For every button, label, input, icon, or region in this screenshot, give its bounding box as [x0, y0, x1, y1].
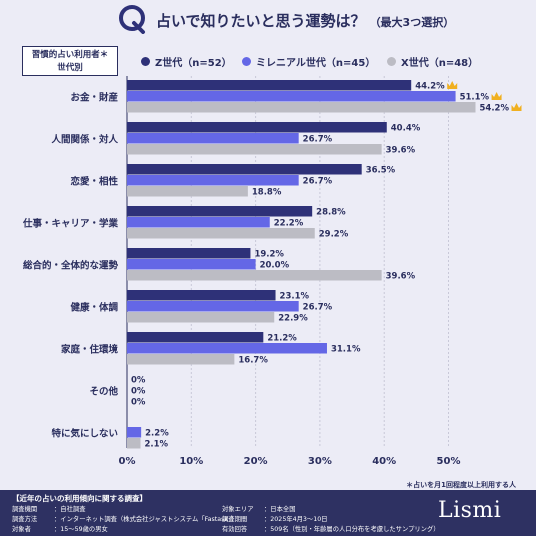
category-label: 人間関係・対人 [51, 134, 118, 146]
bar [127, 290, 276, 301]
bar-value-label: 23.1% [280, 292, 310, 302]
bar [127, 228, 315, 239]
bar [127, 144, 382, 155]
bar-value-label: 26.7% [303, 177, 333, 187]
category-label: 恋愛・相性 [70, 176, 118, 188]
category-label: 特に気にしない [51, 428, 118, 440]
bar-value-label: 18.8% [252, 188, 282, 198]
header: 占いで知りたいと思う運勢は？ （最大3つ選択） [0, 0, 536, 40]
bar [127, 312, 275, 323]
bar [127, 259, 256, 270]
bar [127, 438, 141, 449]
bar-value-label: 0% [131, 398, 146, 408]
respondent-label-box: 習慣的占い利用者＊ 世代別 [22, 46, 118, 76]
crown-icon [511, 103, 522, 111]
footer-row: 調査機関 ：自社調査 [12, 506, 86, 513]
bar [127, 217, 270, 228]
respondent-label-line1: 習慣的占い利用者＊ [31, 50, 109, 60]
bar [127, 354, 235, 365]
respondent-label-line2: 世代別 [57, 63, 83, 73]
brand-logo: Lismi [438, 498, 502, 523]
category-label: 家庭・住環境 [61, 344, 119, 356]
footer-row: 対象者 ：15～59歳の男女 [12, 526, 108, 533]
legend-z-swatch [141, 57, 150, 66]
legend-z-label: Z世代（n=52） [155, 58, 232, 69]
bar [127, 270, 382, 281]
bar [127, 91, 456, 102]
bar-value-label: 2.2% [145, 429, 169, 439]
bar [127, 175, 299, 186]
legend-x: X世代（n=48） [387, 54, 478, 69]
x-tick-label: 20% [244, 456, 268, 467]
footnote: ＊占いを月1回程度以上利用する人 [406, 481, 516, 489]
bar-value-label: 21.2% [267, 334, 297, 344]
bar [127, 164, 362, 175]
bar-value-label: 51.1% [460, 93, 490, 103]
legend-z: Z世代（n=52） [141, 54, 232, 69]
q-icon [119, 5, 145, 34]
bar [127, 427, 142, 438]
bar-value-label: 54.2% [480, 104, 510, 114]
bar-value-label: 44.2% [415, 82, 445, 92]
category-label: 健康・体調 [70, 302, 118, 314]
category-label: 仕事・キャリア・学業 [22, 218, 119, 230]
footer-row: 対象エリア ：日本全国 [222, 506, 296, 513]
bar-value-label: 26.7% [303, 303, 333, 313]
bar [127, 102, 476, 113]
footer-row: 調査期間 ：2025年4月3～10日 [222, 516, 328, 523]
bar-value-label: 0% [131, 376, 146, 386]
category-label: その他 [89, 386, 118, 398]
legend-millennial: ミレニアル世代（n=45） [242, 54, 375, 69]
bar-value-label: 31.1% [331, 345, 361, 355]
bar-value-label: 16.7% [238, 356, 268, 366]
legend-x-label: X世代（n=48） [401, 58, 479, 69]
category-label: 総合的・全体的な運勢 [23, 260, 119, 272]
footer-row: 有効回答 ：509名（性別・年齢層の人口分布を考慮したサンプリング） [222, 526, 440, 533]
bar [127, 301, 299, 312]
bar-value-label: 36.5% [366, 166, 396, 176]
bar-value-label: 39.6% [386, 146, 416, 156]
x-tick-label: 0% [119, 456, 136, 467]
footer-title: 【近年の占いの利用傾向に関する調査】 [12, 494, 147, 503]
legend-millennial-label: ミレニアル世代（n=45） [256, 58, 376, 69]
bar-value-label: 40.4% [391, 124, 421, 134]
x-tick-label: 30% [308, 456, 332, 467]
bar [127, 343, 327, 354]
bar-value-label: 29.2% [319, 230, 349, 240]
page-title: 占いで知りたいと思う運勢は？ （最大3つ選択） [156, 10, 454, 31]
bar-value-label: 0% [131, 387, 146, 397]
bar-value-label: 22.2% [274, 219, 304, 229]
bar [127, 248, 251, 259]
bar [127, 80, 412, 91]
bar [127, 133, 299, 144]
bar-value-label: 22.9% [278, 314, 308, 324]
bar [127, 122, 387, 133]
crown-icon [447, 81, 458, 89]
bar-value-label: 26.7% [303, 135, 333, 145]
x-tick-label: 10% [179, 456, 203, 467]
survey-footer: 【近年の占いの利用傾向に関する調査】 調査機関 ：自社調査 調査方法 ：インターネッ… [0, 490, 536, 536]
bar [127, 186, 248, 197]
bar-value-label: 28.8% [316, 208, 346, 218]
bar-value-label: 2.1% [145, 440, 169, 450]
title-text: 占いで知りたいと思う運勢は？ [156, 12, 366, 30]
legend-x-swatch [387, 57, 396, 66]
bar-chart: 0% 10% 20% 30% 40% 50% お金・財産 44.2% 51.1%54.2% 人間関… [22, 76, 522, 467]
footer-row: 調査方法 ：インターネット調査（株式会社ジャストシステム「Fastask」） [12, 516, 238, 523]
x-tick-label: 40% [372, 456, 396, 467]
x-tick-label: 50% [437, 456, 461, 467]
bar-value-label: 19.2% [254, 250, 284, 260]
bar [127, 206, 313, 217]
bar-value-label: 20.0% [260, 261, 290, 271]
title-subtitle: （最大3つ選択） [369, 16, 455, 29]
crown-icon [491, 92, 502, 100]
bar [127, 332, 264, 343]
category-label: お金・財産 [70, 92, 118, 104]
legend-millennial-swatch [242, 57, 251, 66]
bar-value-label: 39.6% [386, 272, 416, 282]
